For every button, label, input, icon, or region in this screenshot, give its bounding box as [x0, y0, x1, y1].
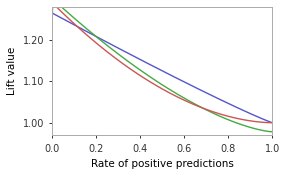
X-axis label: Rate of positive predictions: Rate of positive predictions [91, 159, 234, 169]
Y-axis label: Lift value: Lift value [7, 47, 17, 95]
